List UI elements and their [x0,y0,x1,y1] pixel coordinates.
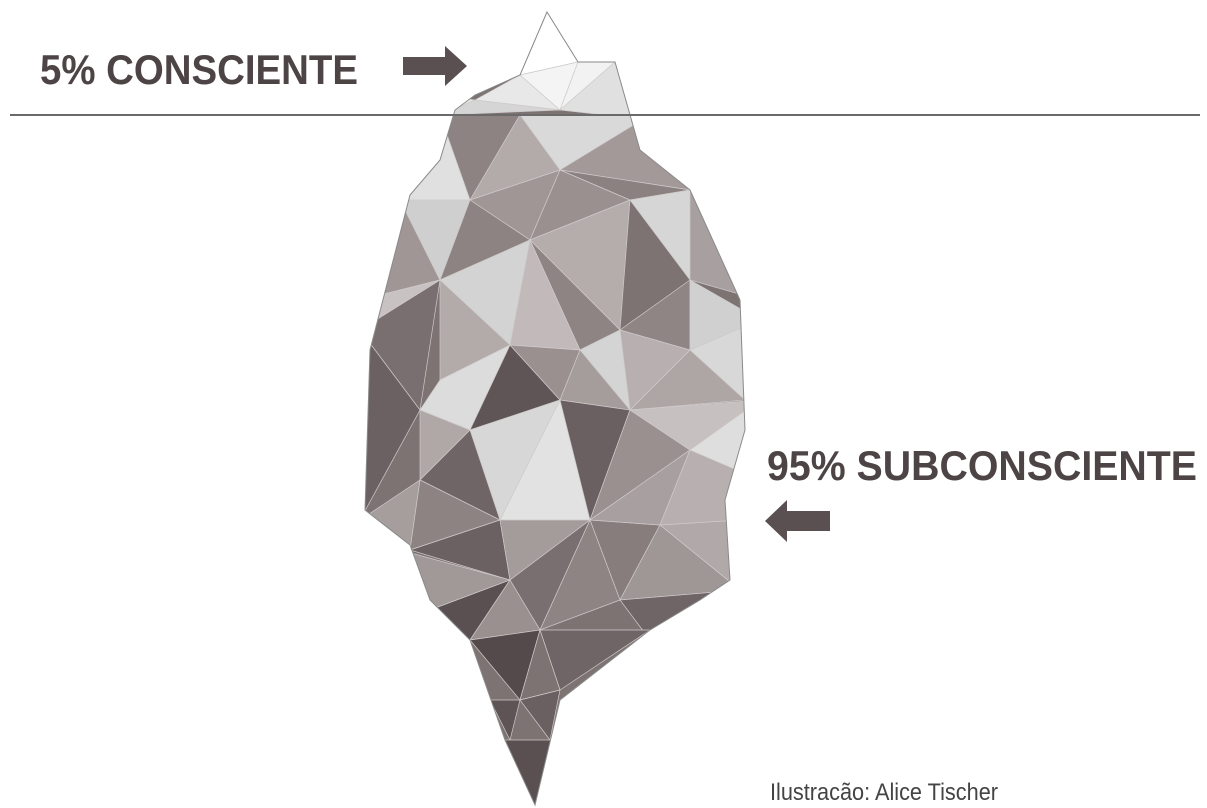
iceberg [360,12,760,808]
arrow-left [765,500,830,542]
label-subconscious: 95% SUBCONSCIENTE [767,442,1197,489]
page: 5% CONSCIENTE 95% SUBCONSCIENTE Ilustrac… [0,0,1207,808]
label-conscious: 5% CONSCIENTE [40,46,358,93]
iceberg-illustration: 5% CONSCIENTE 95% SUBCONSCIENTE Ilustrac… [0,0,1207,808]
credit: Ilustracão: Alice Tischer [770,779,998,806]
arrow-right [403,46,467,86]
